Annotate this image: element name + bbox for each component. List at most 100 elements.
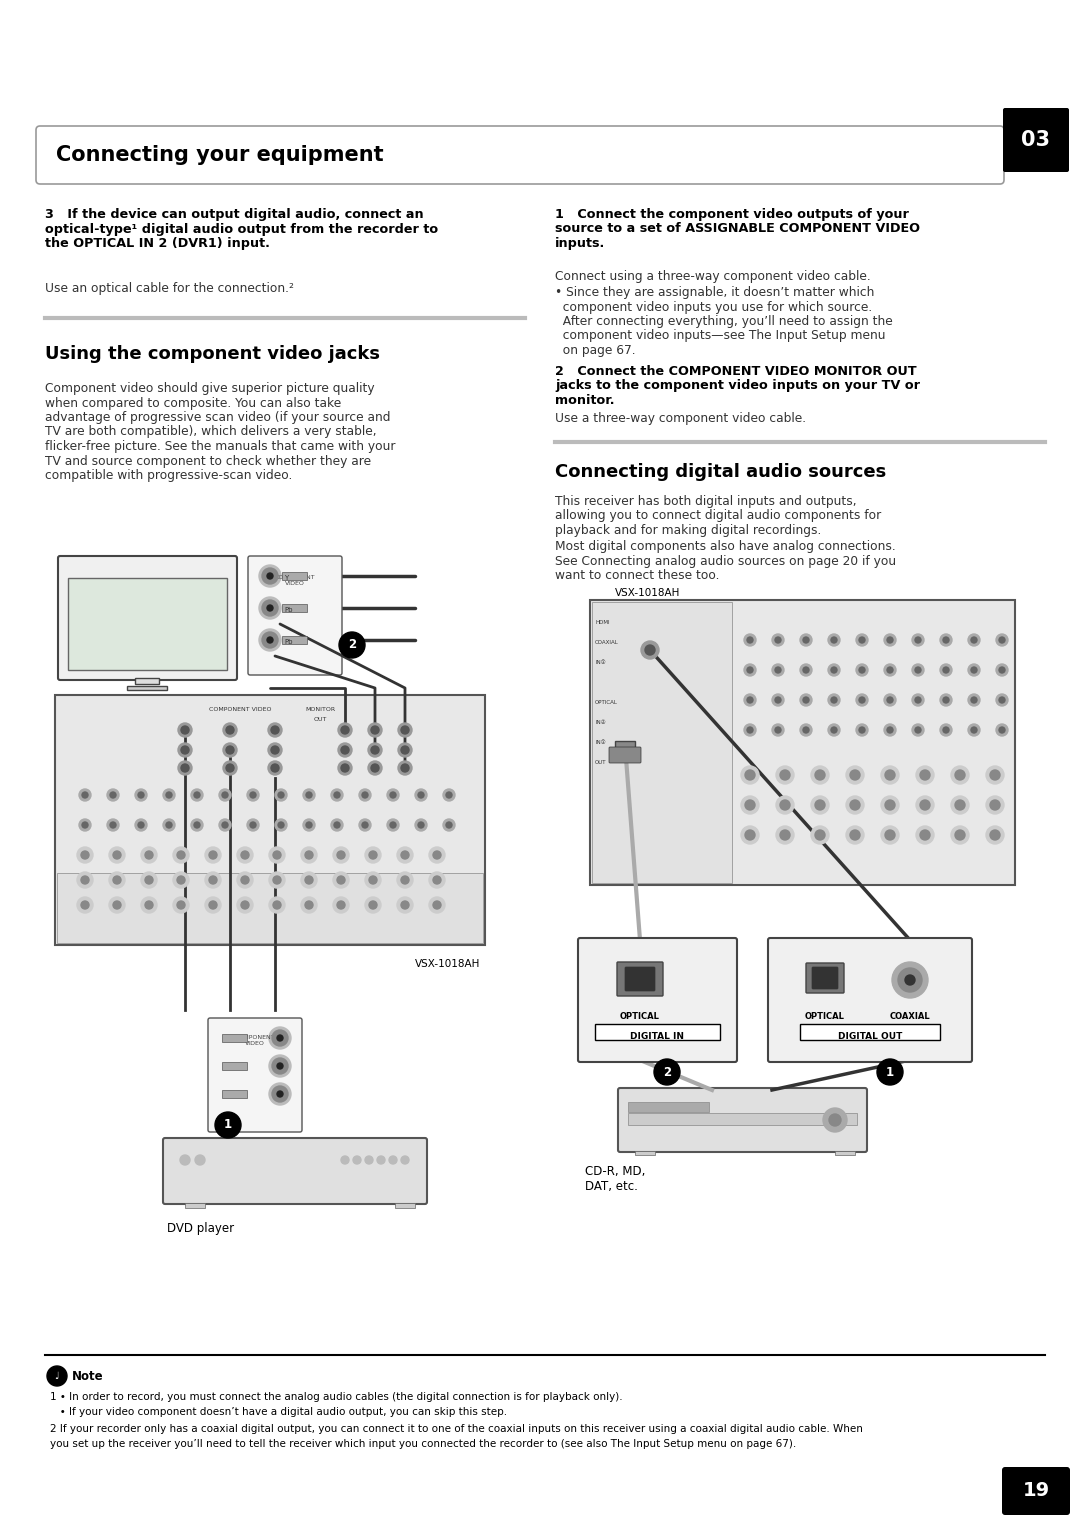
Circle shape — [273, 851, 281, 859]
Circle shape — [986, 827, 1004, 843]
Circle shape — [268, 723, 282, 736]
Text: Connect using a three-way component video cable.: Connect using a three-way component vide… — [555, 270, 870, 283]
Circle shape — [273, 876, 281, 885]
Text: OUT: OUT — [313, 717, 326, 723]
Bar — [592, 602, 732, 883]
Circle shape — [846, 796, 864, 814]
Circle shape — [268, 743, 282, 756]
Bar — [185, 1203, 205, 1209]
Circle shape — [237, 847, 253, 863]
Circle shape — [178, 761, 192, 775]
Circle shape — [305, 902, 313, 909]
Text: DIGITAL IN: DIGITAL IN — [630, 1031, 684, 1041]
Circle shape — [968, 724, 980, 736]
Text: 1: 1 — [224, 1118, 232, 1132]
Text: 2   Connect the COMPONENT VIDEO MONITOR OUT: 2 Connect the COMPONENT VIDEO MONITOR OU… — [555, 365, 917, 377]
Circle shape — [303, 788, 315, 801]
Bar — [595, 1024, 720, 1041]
Circle shape — [262, 568, 278, 584]
Circle shape — [145, 876, 153, 885]
Circle shape — [365, 872, 381, 888]
Circle shape — [850, 770, 860, 779]
Circle shape — [881, 796, 899, 814]
Circle shape — [241, 876, 249, 885]
Circle shape — [955, 830, 966, 840]
FancyBboxPatch shape — [617, 963, 663, 996]
Circle shape — [337, 876, 345, 885]
Circle shape — [107, 819, 119, 831]
Circle shape — [272, 1057, 288, 1074]
FancyBboxPatch shape — [1003, 108, 1069, 173]
Circle shape — [247, 788, 259, 801]
Circle shape — [79, 788, 91, 801]
Bar — [282, 571, 307, 581]
Circle shape — [955, 801, 966, 810]
Circle shape — [887, 727, 893, 733]
Circle shape — [109, 872, 125, 888]
Circle shape — [897, 969, 922, 992]
Text: Note: Note — [72, 1371, 104, 1383]
Circle shape — [996, 724, 1008, 736]
FancyBboxPatch shape — [58, 556, 237, 680]
Circle shape — [859, 668, 865, 672]
Circle shape — [333, 872, 349, 888]
Circle shape — [181, 764, 189, 772]
Circle shape — [48, 1366, 67, 1386]
Circle shape — [276, 1034, 283, 1041]
Circle shape — [968, 694, 980, 706]
Text: OPTICAL: OPTICAL — [620, 1012, 660, 1021]
Bar — [222, 1062, 247, 1070]
Circle shape — [885, 830, 895, 840]
Circle shape — [846, 827, 864, 843]
Circle shape — [915, 697, 921, 703]
Bar — [800, 1024, 940, 1041]
Circle shape — [916, 796, 934, 814]
Circle shape — [272, 1086, 288, 1102]
Circle shape — [163, 788, 175, 801]
Circle shape — [804, 668, 809, 672]
Circle shape — [996, 694, 1008, 706]
Circle shape — [269, 847, 285, 863]
Circle shape — [951, 796, 969, 814]
Circle shape — [968, 665, 980, 675]
Bar — [282, 604, 307, 613]
Circle shape — [339, 633, 365, 659]
Circle shape — [433, 851, 441, 859]
FancyBboxPatch shape — [208, 1018, 302, 1132]
Circle shape — [418, 792, 424, 798]
Text: want to connect these too.: want to connect these too. — [555, 568, 719, 582]
Circle shape — [241, 902, 249, 909]
Circle shape — [831, 697, 837, 703]
Circle shape — [741, 827, 759, 843]
Circle shape — [804, 637, 809, 643]
Circle shape — [178, 723, 192, 736]
Circle shape — [850, 801, 860, 810]
Circle shape — [885, 801, 895, 810]
Circle shape — [259, 597, 281, 619]
Text: when compared to composite. You can also take: when compared to composite. You can also… — [45, 396, 341, 410]
Circle shape — [330, 788, 343, 801]
Circle shape — [301, 847, 318, 863]
FancyBboxPatch shape — [806, 963, 843, 993]
Circle shape — [418, 822, 424, 828]
FancyBboxPatch shape — [618, 1088, 867, 1152]
Circle shape — [372, 764, 379, 772]
Text: Connecting your equipment: Connecting your equipment — [56, 145, 383, 165]
Circle shape — [82, 792, 87, 798]
Bar — [627, 1112, 858, 1125]
Circle shape — [372, 746, 379, 753]
Circle shape — [372, 726, 379, 733]
Circle shape — [222, 723, 237, 736]
Circle shape — [415, 819, 427, 831]
Circle shape — [446, 792, 453, 798]
Circle shape — [920, 801, 930, 810]
Circle shape — [772, 724, 784, 736]
Circle shape — [999, 668, 1005, 672]
Circle shape — [940, 694, 951, 706]
Bar — [68, 578, 227, 669]
Circle shape — [275, 788, 287, 801]
Circle shape — [390, 792, 396, 798]
Circle shape — [828, 665, 840, 675]
Circle shape — [177, 851, 185, 859]
Circle shape — [135, 819, 147, 831]
